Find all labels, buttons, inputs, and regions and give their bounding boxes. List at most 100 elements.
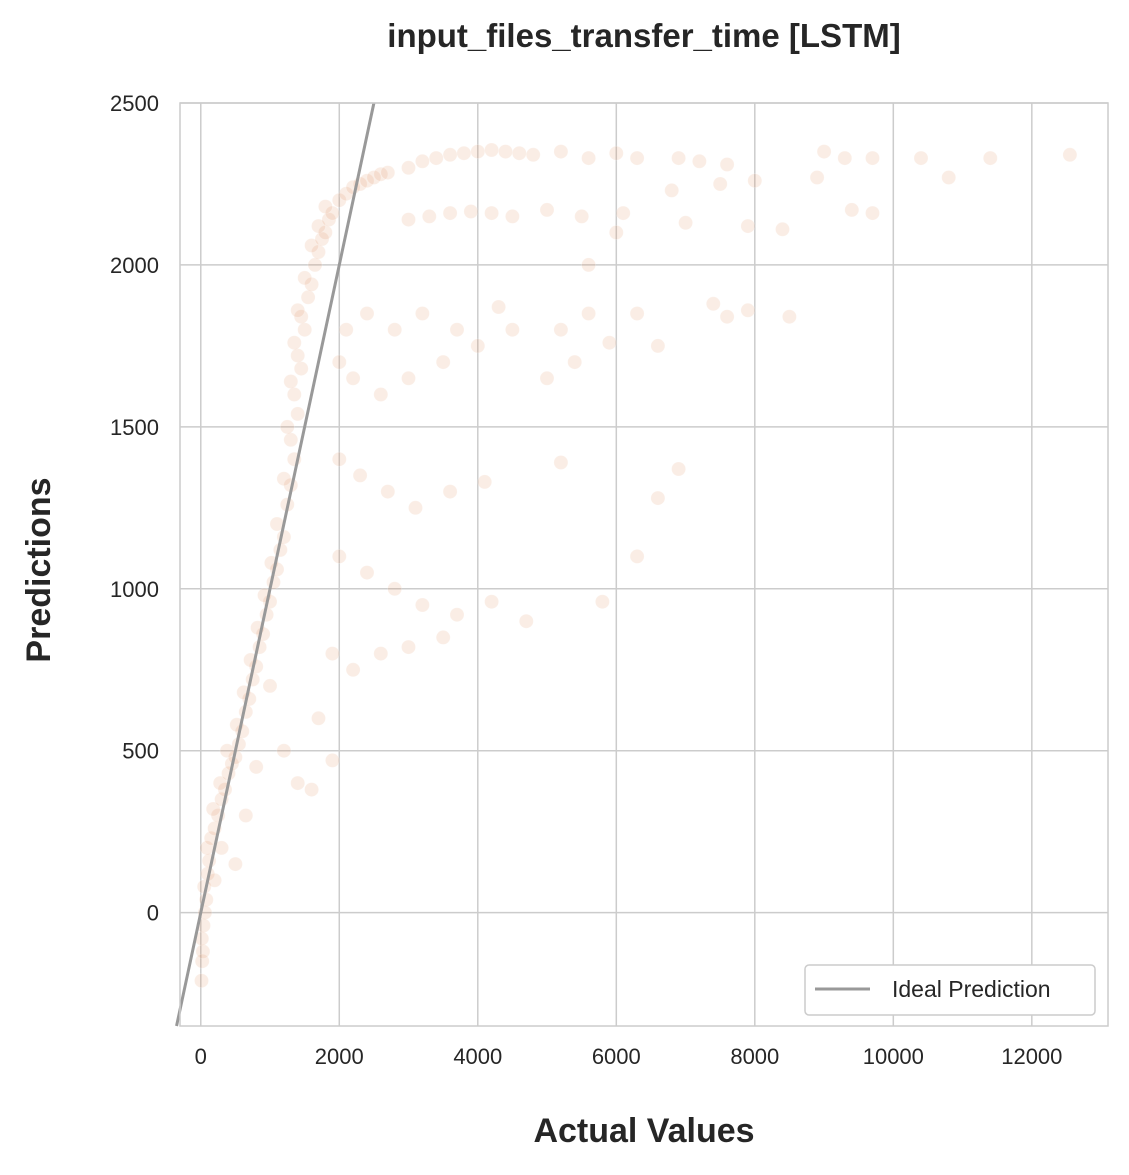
scatter-point — [865, 205, 880, 221]
scatter-point — [595, 594, 610, 610]
scatter-point — [283, 374, 299, 389]
scatter-point — [290, 348, 306, 364]
scatter-point — [518, 613, 534, 629]
scatter-point — [809, 170, 825, 185]
scatter-point — [650, 490, 666, 506]
scatter-point — [719, 309, 735, 325]
scatter-point — [304, 276, 320, 292]
legend-label-ideal-prediction: Ideal Prediction — [892, 976, 1051, 1002]
scatter-point — [740, 218, 756, 234]
scatter-point — [387, 581, 403, 597]
plot-frame — [179, 102, 1109, 1027]
scatter-point — [276, 471, 292, 487]
scatter-point — [331, 451, 347, 467]
y-tick-labels: 0 500 1000 1500 2000 2500 — [110, 91, 159, 926]
scatter-point — [311, 710, 326, 726]
y-tick-label: 2500 — [110, 91, 159, 116]
scatter-point — [317, 199, 333, 215]
scatter-point — [359, 565, 375, 580]
scatter-point — [498, 144, 513, 160]
scatter-point — [775, 221, 790, 237]
scatter-point — [286, 387, 302, 402]
scatter-point — [290, 775, 306, 791]
scatter-point — [539, 202, 555, 218]
scatter-point — [525, 147, 541, 163]
scatter-point — [505, 322, 520, 338]
scatter-point — [463, 204, 479, 219]
scatter-point — [615, 205, 631, 221]
scatter-point — [380, 484, 396, 500]
scatter-point — [539, 370, 555, 386]
y-tick-label: 500 — [122, 739, 159, 764]
scatter-point — [553, 455, 569, 470]
scatter-point — [194, 973, 209, 989]
scatter-point — [837, 150, 853, 166]
scatter-point — [286, 335, 302, 351]
scatter-point — [671, 461, 686, 477]
scatter-point — [300, 289, 316, 305]
scatter-point — [248, 759, 264, 775]
scatter-point — [477, 474, 493, 490]
scatter-point — [712, 176, 728, 192]
scatter-point — [782, 309, 797, 325]
scatter-point — [629, 306, 645, 321]
scatter-point — [359, 173, 375, 189]
x-tick-label: 6000 — [592, 1044, 641, 1069]
scatter-point — [581, 150, 596, 166]
scatter-point — [608, 225, 624, 240]
ideal-prediction-line — [175, 102, 376, 1027]
scatter-point — [671, 150, 686, 166]
scatter-point — [297, 270, 313, 286]
scatter-point — [373, 387, 389, 402]
scatter-point — [279, 419, 295, 435]
scatter-point — [297, 322, 313, 338]
scatter-point — [442, 147, 458, 163]
scatter-point — [844, 202, 860, 218]
x-tick-label: 8000 — [730, 1044, 779, 1069]
scatter-point — [195, 944, 211, 959]
scatter-point — [373, 646, 389, 661]
scatter-point — [290, 302, 306, 318]
y-tick-label: 2000 — [110, 253, 159, 278]
x-tick-label: 2000 — [315, 1044, 364, 1069]
scatter-point — [442, 484, 458, 500]
scatter-point — [567, 354, 583, 370]
scatter-point — [238, 808, 254, 823]
ideal-line-layer — [175, 102, 376, 1027]
scatter-point — [553, 322, 569, 338]
scatter-point — [324, 753, 340, 768]
x-tick-labels: 0 2000 4000 6000 8000 10000 12000 — [195, 1044, 1063, 1069]
scatter-point — [307, 257, 323, 273]
scatter-point — [205, 801, 221, 817]
scatter-point — [293, 309, 309, 325]
scatter-point — [331, 354, 347, 370]
scatter-point — [227, 856, 243, 872]
scatter-point — [311, 244, 326, 260]
scatter-point — [304, 238, 320, 253]
chart-title: input_files_transfer_time [LSTM] — [387, 17, 900, 54]
scatter-point — [747, 173, 763, 189]
scatter-point — [331, 549, 347, 564]
scatter-point — [484, 594, 500, 610]
scatter-point — [314, 231, 330, 247]
y-tick-label: 1500 — [110, 415, 159, 440]
scatter-point — [470, 144, 486, 160]
scatter-point — [414, 306, 430, 321]
scatter-point — [373, 166, 389, 182]
scatter-point — [740, 302, 756, 318]
scatter-point — [941, 170, 957, 185]
scatter-point — [865, 150, 880, 166]
scatter-point — [359, 306, 375, 321]
scatter-point — [421, 208, 437, 224]
scatter-point — [1062, 147, 1078, 163]
scatter-point — [913, 150, 929, 166]
scatter-point — [484, 205, 500, 221]
scatter-point — [581, 257, 596, 273]
scatter-point — [456, 145, 472, 161]
scatter-point — [352, 467, 368, 483]
scatter-point — [317, 225, 333, 240]
legend: Ideal Prediction — [804, 964, 1096, 1016]
scatter-point — [650, 338, 666, 354]
legend-box — [804, 964, 1096, 1016]
